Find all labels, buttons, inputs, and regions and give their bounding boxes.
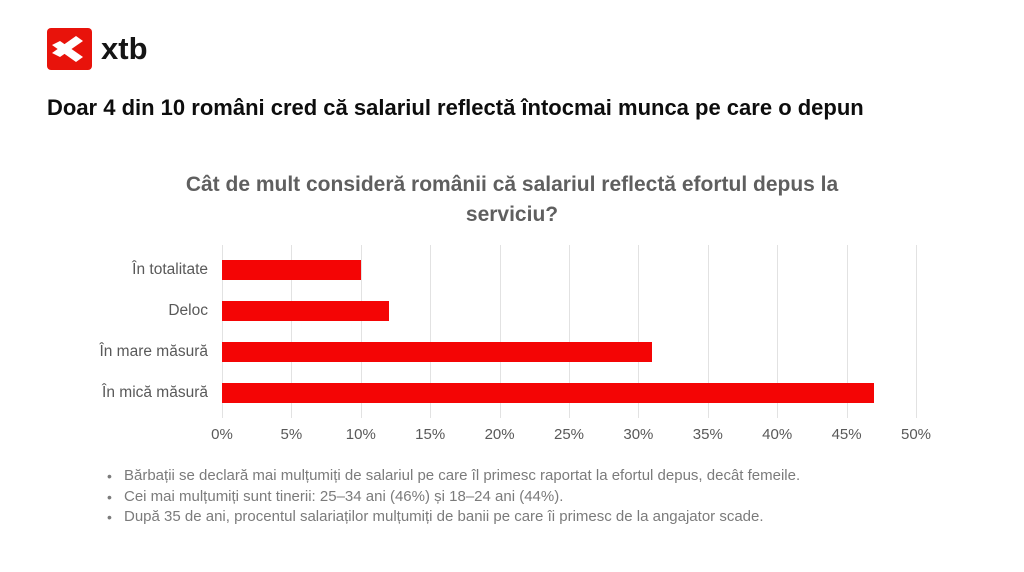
axis-tick-label: 45% xyxy=(831,426,862,443)
category-label: În mare măsură xyxy=(99,342,208,360)
page-title: Doar 4 din 10 români cred că salariul re… xyxy=(47,95,864,120)
x-axis: 0% 5% 10% 15% 20% 25% 30% 35% 40% 45% 50% xyxy=(211,420,931,446)
gridline xyxy=(569,245,570,418)
bar-rows xyxy=(222,245,916,418)
footer-notes: Bărbații se declară mai mulțumiți de sal… xyxy=(107,466,947,528)
bar xyxy=(222,382,875,403)
gridlines xyxy=(222,245,917,418)
axis-tick-label: 50% xyxy=(900,426,932,443)
footer-note: După 35 de ani, procentul salariaților m… xyxy=(107,507,947,528)
axis-tick-label: 15% xyxy=(415,426,446,443)
gridline xyxy=(360,245,362,418)
axis-tick-label: 35% xyxy=(692,426,723,443)
bar-row xyxy=(222,249,916,290)
axis-tick-label: 0% xyxy=(211,426,233,443)
axis-tick-label: 10% xyxy=(345,426,376,443)
bar-row xyxy=(222,372,916,413)
axis-tick-label: 5% xyxy=(280,426,303,443)
gridline xyxy=(638,245,640,418)
plot-area xyxy=(222,245,917,418)
category-label: În totalitate xyxy=(132,260,208,278)
category-label: În mică măsură xyxy=(102,383,208,401)
gridline xyxy=(291,245,293,418)
plot-wrap: 0% 5% 10% 15% 20% 25% 30% 35% 40% 45% 50% xyxy=(211,245,931,446)
footer-note: Bărbații se declară mai mulțumiți de sal… xyxy=(107,466,947,487)
bar xyxy=(222,300,389,321)
gridline xyxy=(222,245,223,418)
axis-tick-label: 20% xyxy=(484,426,515,443)
gridline xyxy=(916,245,917,418)
axis-tick-label: 25% xyxy=(553,426,585,443)
category-labels: În totalitate Deloc În mare măsură În mică … xyxy=(88,245,208,446)
axis-tick-label: 40% xyxy=(762,426,793,443)
bar-row xyxy=(222,331,916,372)
axis-tick-label: 30% xyxy=(623,426,654,443)
category-label: Deloc xyxy=(168,301,208,319)
logo-wordmark: xtb xyxy=(101,31,148,66)
xtb-logo-icon xyxy=(47,28,92,70)
gridline xyxy=(777,245,779,418)
chart-title: Cât de mult consideră românii că salariu… xyxy=(185,173,839,226)
gridline xyxy=(499,245,501,418)
bar-chart: În totalitate Deloc În mare măsură În mică … xyxy=(88,245,931,446)
bar xyxy=(222,259,361,280)
bar xyxy=(222,341,653,362)
brand-header: xtb xyxy=(47,28,148,70)
gridline xyxy=(846,245,848,418)
bar-row xyxy=(222,290,916,331)
gridline xyxy=(430,245,432,418)
gridline xyxy=(707,245,709,418)
footer-note: Cei mai mulțumiți sunt tinerii: 25–34 an… xyxy=(107,487,947,508)
